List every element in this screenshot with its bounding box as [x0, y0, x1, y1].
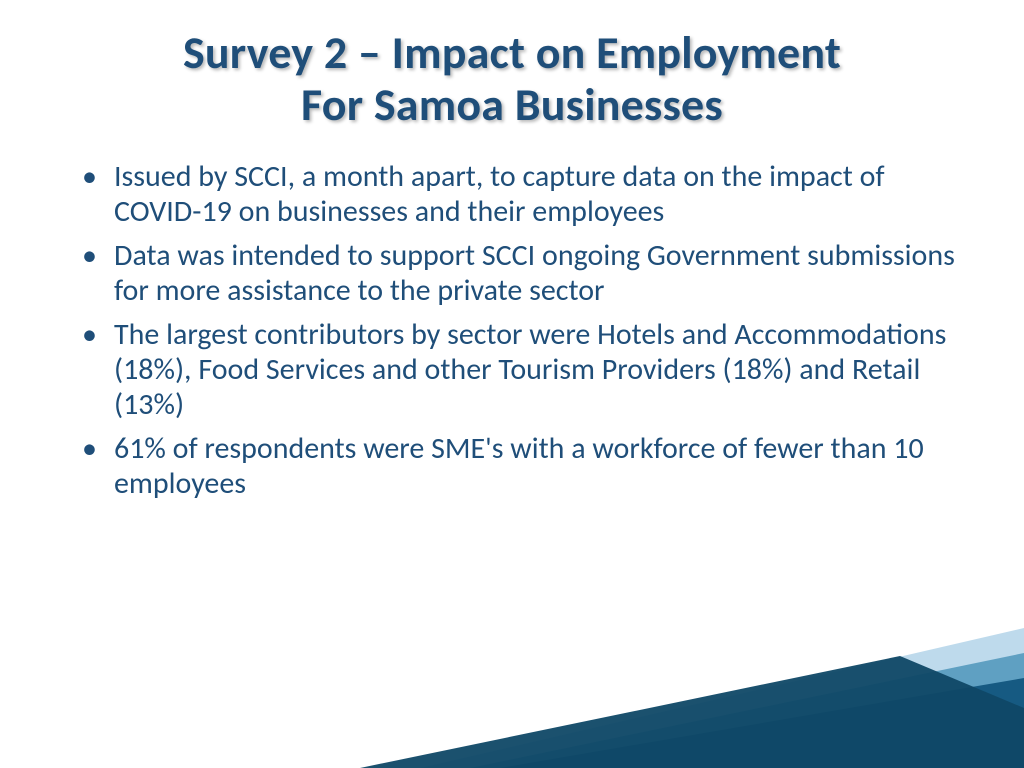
title-line-1: Survey 2 – Impact on Employment [183, 25, 841, 81]
slide: Survey 2 – Impact on Employment For Samo… [0, 0, 1024, 768]
bullet-list: Issued by SCCI, a month apart, to captur… [60, 159, 964, 502]
corner-triangles-decoration [0, 598, 1024, 768]
list-item: The largest contributors by sector were … [96, 317, 964, 423]
list-item: Data was intended to support SCCI ongoin… [96, 238, 964, 309]
list-item: 61% of respondents were SME's with a wor… [96, 431, 964, 502]
triangle-shape [470, 653, 1024, 768]
triangle-shape [360, 656, 1024, 768]
list-item: Issued by SCCI, a month apart, to captur… [96, 159, 964, 230]
triangle-shape [420, 628, 1024, 768]
triangle-shape [500, 678, 1024, 768]
title-line-2: For Samoa Businesses [301, 77, 723, 133]
slide-title: Survey 2 – Impact on Employment For Samo… [60, 28, 964, 131]
